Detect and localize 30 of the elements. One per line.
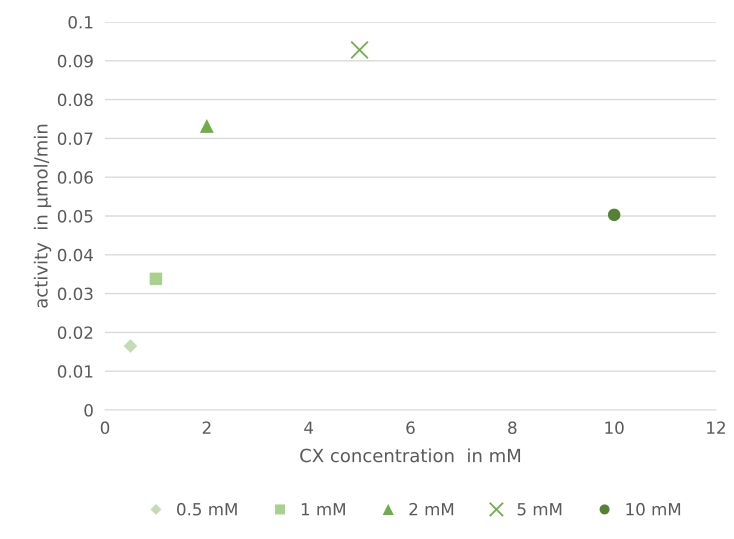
y-tick-label: 0.06	[58, 171, 93, 184]
y-tick-label: 0.04	[58, 248, 93, 262]
x-tick-label: 2	[202, 421, 210, 434]
x-axis-title: CX concentration in mM	[300, 448, 520, 462]
legend-label: 0.5 mM	[177, 502, 237, 516]
point	[608, 208, 620, 222]
y-axis-title: activity in µmol/min	[34, 124, 52, 308]
x-tick-label: 10	[605, 421, 624, 434]
x-tick-label: 6	[406, 421, 415, 434]
x-tick-label: 12	[707, 421, 725, 434]
legend-label: 1 mM	[302, 503, 345, 516]
y-tick-label: 0.05	[58, 210, 92, 223]
x-tick-label: 4	[304, 422, 314, 434]
y-tick-label: 0.1	[68, 16, 92, 29]
point	[124, 339, 138, 353]
legend-label: 5 mM	[518, 503, 562, 516]
point	[150, 272, 162, 286]
legend-label: 10 mM	[626, 502, 680, 516]
y-tick-label: 0.02	[58, 326, 92, 339]
legend-label: 2 mM	[409, 502, 454, 516]
x-tick-label: 8	[508, 421, 516, 434]
point	[350, 40, 369, 60]
y-tick-label: 0.03	[58, 288, 93, 300]
y-tick-label: 0.07	[58, 132, 92, 145]
y-tick-label: 0	[84, 404, 93, 417]
y-tick-label: 0.08	[58, 94, 93, 106]
x-tick-label: 0	[100, 421, 110, 434]
y-tick-label: 0.09	[58, 54, 93, 68]
point	[200, 119, 214, 133]
y-tick-label: 0.01	[58, 365, 92, 378]
